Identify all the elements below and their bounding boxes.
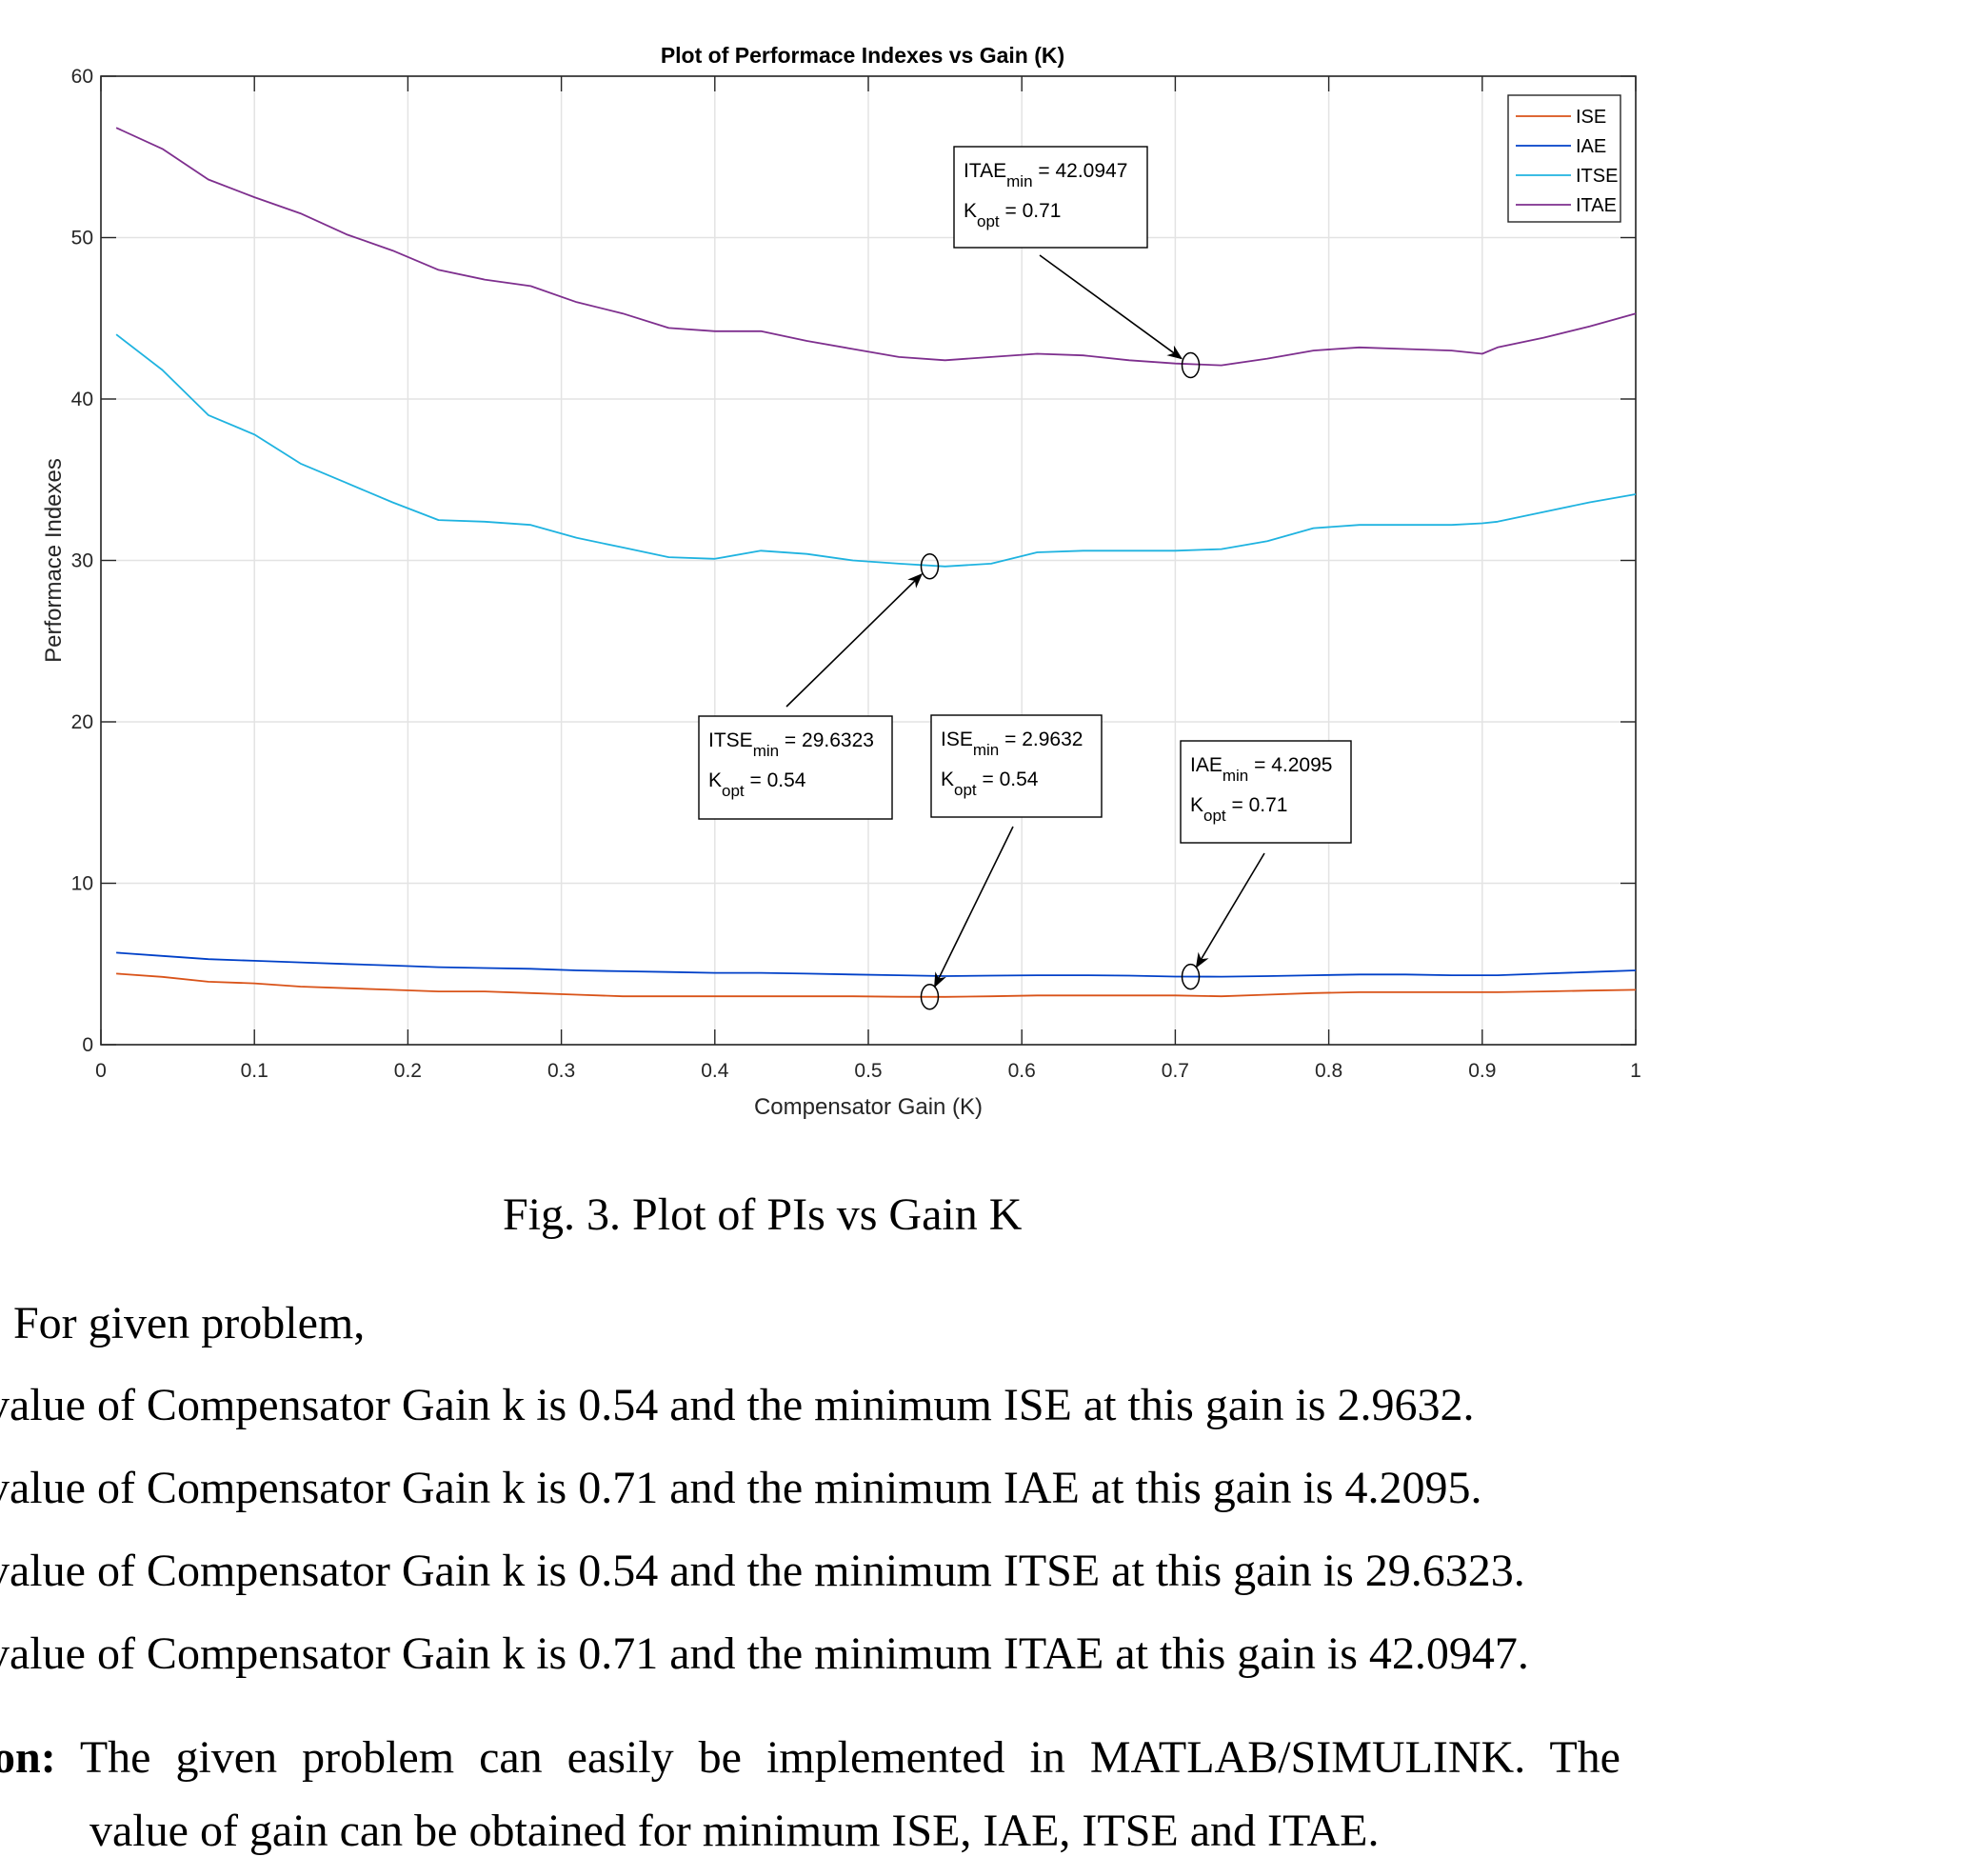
annotation-value: = 4.2095 bbox=[1248, 754, 1332, 776]
annotation-value: = 29.6323 bbox=[779, 729, 874, 751]
figure-caption: Fig. 3. Plot of PIs vs Gain K bbox=[503, 1189, 1023, 1240]
annotation-line-2: Kopt = 0.54 bbox=[708, 769, 806, 800]
annotation-arrow bbox=[934, 826, 1014, 988]
annotation-prefix: K bbox=[1190, 794, 1203, 816]
result-text: For given problem, bbox=[1, 1298, 366, 1348]
series-line-itse bbox=[115, 333, 1637, 568]
y-tick-label: 30 bbox=[71, 550, 93, 572]
annotation-line-2: Kopt = 0.71 bbox=[1190, 794, 1287, 825]
y-tick-label: 20 bbox=[71, 711, 93, 733]
annotation-subscript: opt bbox=[954, 781, 977, 799]
annotation-subscript: opt bbox=[722, 782, 745, 800]
annotation-prefix: IAE bbox=[1190, 754, 1223, 776]
annotation-subscript: min bbox=[1223, 767, 1248, 785]
annotation-circle bbox=[1181, 963, 1201, 990]
annotation-line-1: ISEmin = 2.9632 bbox=[941, 729, 1083, 759]
annotation-line-1: ITSEmin = 29.6323 bbox=[708, 729, 874, 760]
y-axis-label: Performace Indexes bbox=[41, 458, 67, 663]
annotation-arrow bbox=[1195, 852, 1265, 968]
x-tick-label: 0.4 bbox=[701, 1060, 729, 1082]
annotation-subscript: min bbox=[973, 741, 999, 759]
conclusion-text: The given problem can easily be implemen… bbox=[55, 1732, 1620, 1783]
annotation-value: = 0.71 bbox=[1226, 794, 1288, 816]
annotation-line-2: Kopt = 0.71 bbox=[964, 200, 1061, 230]
annotation-ise: ISEmin = 2.9632 Kopt = 0.54 bbox=[920, 714, 1103, 1010]
legend-entry: ITSE bbox=[1576, 166, 1618, 187]
result-item: value of Compensator Gain k is 0.71 and … bbox=[0, 1463, 1482, 1513]
y-tick-label: 40 bbox=[71, 389, 93, 410]
result-item: value of Compensator Gain k is 0.71 and … bbox=[0, 1628, 1529, 1679]
annotation-circle bbox=[920, 984, 940, 1010]
y-tick-label: 10 bbox=[71, 873, 93, 895]
annotation-itae: ITAEmin = 42.0947 Kopt = 0.71 bbox=[953, 146, 1201, 379]
conclusion-heading: sion: bbox=[0, 1732, 56, 1783]
y-tick-label: 0 bbox=[82, 1034, 93, 1056]
annotation-prefix: ISE bbox=[941, 729, 973, 750]
annotation-line-1: IAEmin = 4.2095 bbox=[1190, 754, 1332, 785]
x-tick-label: 0 bbox=[95, 1060, 107, 1082]
annotation-subscript: opt bbox=[1203, 807, 1226, 825]
series-line-itae bbox=[115, 127, 1637, 367]
x-tick-label: 0.1 bbox=[241, 1060, 268, 1082]
chart-svg: 0 0.1 0.2 0.3 0.4 0.5 0.6 0.7 0.8 0.9 101020304050… bbox=[41, 43, 1641, 1120]
chart: 0 0.1 0.2 0.3 0.4 0.5 0.6 0.7 0.8 0.9 1 0 10 20 30 40 50… bbox=[41, 43, 1641, 1120]
annotation-prefix: K bbox=[708, 769, 722, 791]
x-tick-label: 0.9 bbox=[1468, 1060, 1496, 1082]
series-line-ise bbox=[116, 972, 1637, 998]
annotation-box bbox=[930, 714, 1103, 818]
annotation-subscript: min bbox=[1006, 172, 1032, 190]
annotation-subscript: min bbox=[753, 742, 779, 760]
result-heading: : bbox=[0, 1298, 2, 1348]
annotation-value: = 0.71 bbox=[1000, 200, 1062, 222]
x-tick-label: 0.3 bbox=[547, 1060, 575, 1082]
annotation-value: = 0.54 bbox=[745, 769, 806, 791]
annotation-arrow bbox=[785, 573, 924, 708]
result-item: value of Compensator Gain k is 0.54 and … bbox=[0, 1380, 1475, 1430]
annotation-value: = 2.9632 bbox=[999, 729, 1083, 750]
chart-title: Plot of Performace Indexes vs Gain (K) bbox=[661, 43, 1064, 68]
conclusion-line: sion: The given problem can easily be im… bbox=[0, 1731, 1961, 1784]
result-line: : For given problem, bbox=[0, 1297, 1986, 1349]
annotation-line-1: ITAEmin = 42.0947 bbox=[964, 160, 1127, 190]
annotation-itse: ITSEmin = 29.6323 Kopt = 0.54 bbox=[698, 552, 940, 820]
annotation-prefix: K bbox=[941, 769, 954, 790]
annotation-value: = 0.54 bbox=[977, 769, 1039, 790]
annotation-box bbox=[698, 715, 893, 820]
conclusion-continued: value of gain can be obtained for minimu… bbox=[89, 1806, 1380, 1856]
annotation-circle bbox=[920, 552, 940, 580]
annotation-circle bbox=[1181, 351, 1201, 379]
annotation-box bbox=[1180, 740, 1352, 844]
x-tick-label: 0.6 bbox=[1008, 1060, 1036, 1082]
legend-entry: ISE bbox=[1576, 107, 1606, 128]
annotation-subscript: opt bbox=[977, 212, 1000, 230]
x-axis-label: Compensator Gain (K) bbox=[754, 1094, 983, 1120]
annotation-prefix: ITAE bbox=[964, 160, 1006, 182]
legend: ISE IAE ITSE ITAE bbox=[1507, 94, 1621, 223]
annotation-arrow bbox=[1039, 254, 1183, 360]
y-tick-label: 50 bbox=[71, 228, 93, 250]
annotation-line-2: Kopt = 0.54 bbox=[941, 769, 1039, 799]
annotation-box bbox=[953, 146, 1148, 249]
series-line-iae bbox=[116, 951, 1637, 978]
x-tick-label: 0.5 bbox=[854, 1060, 882, 1082]
annotation-iae: IAEmin = 4.2095 Kopt = 0.71 bbox=[1180, 740, 1352, 990]
legend-entry: ITAE bbox=[1576, 195, 1617, 216]
x-tick-label: 0.7 bbox=[1162, 1060, 1189, 1082]
annotation-prefix: ITSE bbox=[708, 729, 753, 751]
result-item: value of Compensator Gain k is 0.54 and … bbox=[0, 1546, 1525, 1596]
x-tick-label: 1 bbox=[1630, 1060, 1641, 1082]
x-tick-label: 0.2 bbox=[394, 1060, 422, 1082]
annotation-value: = 42.0947 bbox=[1033, 160, 1128, 182]
y-tick-label: 60 bbox=[71, 66, 93, 88]
x-tick-label: 0.8 bbox=[1315, 1060, 1342, 1082]
annotation-prefix: K bbox=[964, 200, 977, 222]
legend-entry: IAE bbox=[1576, 136, 1606, 157]
